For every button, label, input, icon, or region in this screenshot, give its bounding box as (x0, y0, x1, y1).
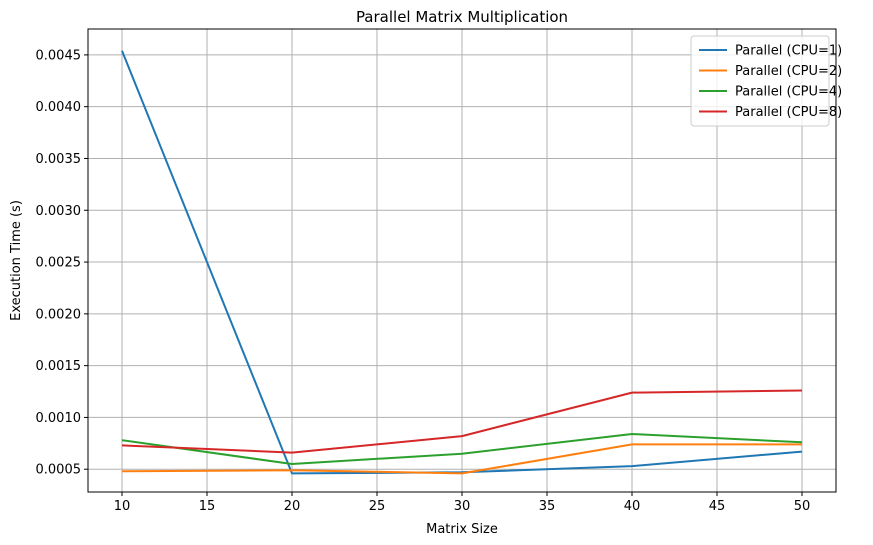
x-tick-label: 15 (199, 499, 216, 514)
x-tick-label: 25 (369, 499, 386, 514)
legend-label: Parallel (CPU=1) (735, 44, 842, 59)
x-tick-label: 20 (284, 499, 301, 514)
series-line (121, 443, 802, 475)
y-tick-label: 0.0040 (36, 100, 82, 115)
axis-ticks: 10 15 20 25 30 35 40 45 50 0.0005 0.0010 0.0015 0.00… (36, 48, 811, 514)
y-tick-label: 0.0025 (36, 256, 82, 271)
series-line (121, 389, 803, 454)
series-line (121, 433, 803, 465)
legend: Parallel (CPU=1) Parallel (CPU=2) Parallel… (690, 35, 842, 127)
legend-label: Parallel (CPU=8) (735, 105, 842, 120)
series-lines (121, 50, 803, 475)
legend-label: Parallel (CPU=4) (735, 85, 842, 100)
x-tick-label: 50 (794, 499, 811, 514)
series-line (121, 50, 803, 475)
y-tick-label: 0.0035 (36, 152, 82, 167)
x-tick-label: 35 (539, 499, 556, 514)
y-tick-label: 0.0030 (36, 204, 82, 219)
legend-label: Parallel (CPU=2) (735, 64, 842, 79)
x-tick-label: 30 (454, 499, 471, 514)
legend-box (690, 35, 830, 127)
y-tick-label: 0.0020 (36, 307, 82, 322)
chart-title: Parallel Matrix Multiplication (356, 8, 568, 26)
y-axis-title: Execution Time (s) (9, 200, 24, 321)
y-tick-label: 0.0045 (36, 48, 82, 63)
x-tick-label: 45 (709, 499, 726, 514)
x-tick-label: 10 (114, 499, 131, 514)
y-tick-label: 0.0015 (36, 359, 82, 374)
y-tick-label: 0.0010 (36, 411, 82, 426)
x-tick-label: 40 (624, 499, 641, 514)
y-tick-label: 0.0005 (36, 463, 82, 478)
x-axis-title: Matrix Size (426, 522, 498, 537)
